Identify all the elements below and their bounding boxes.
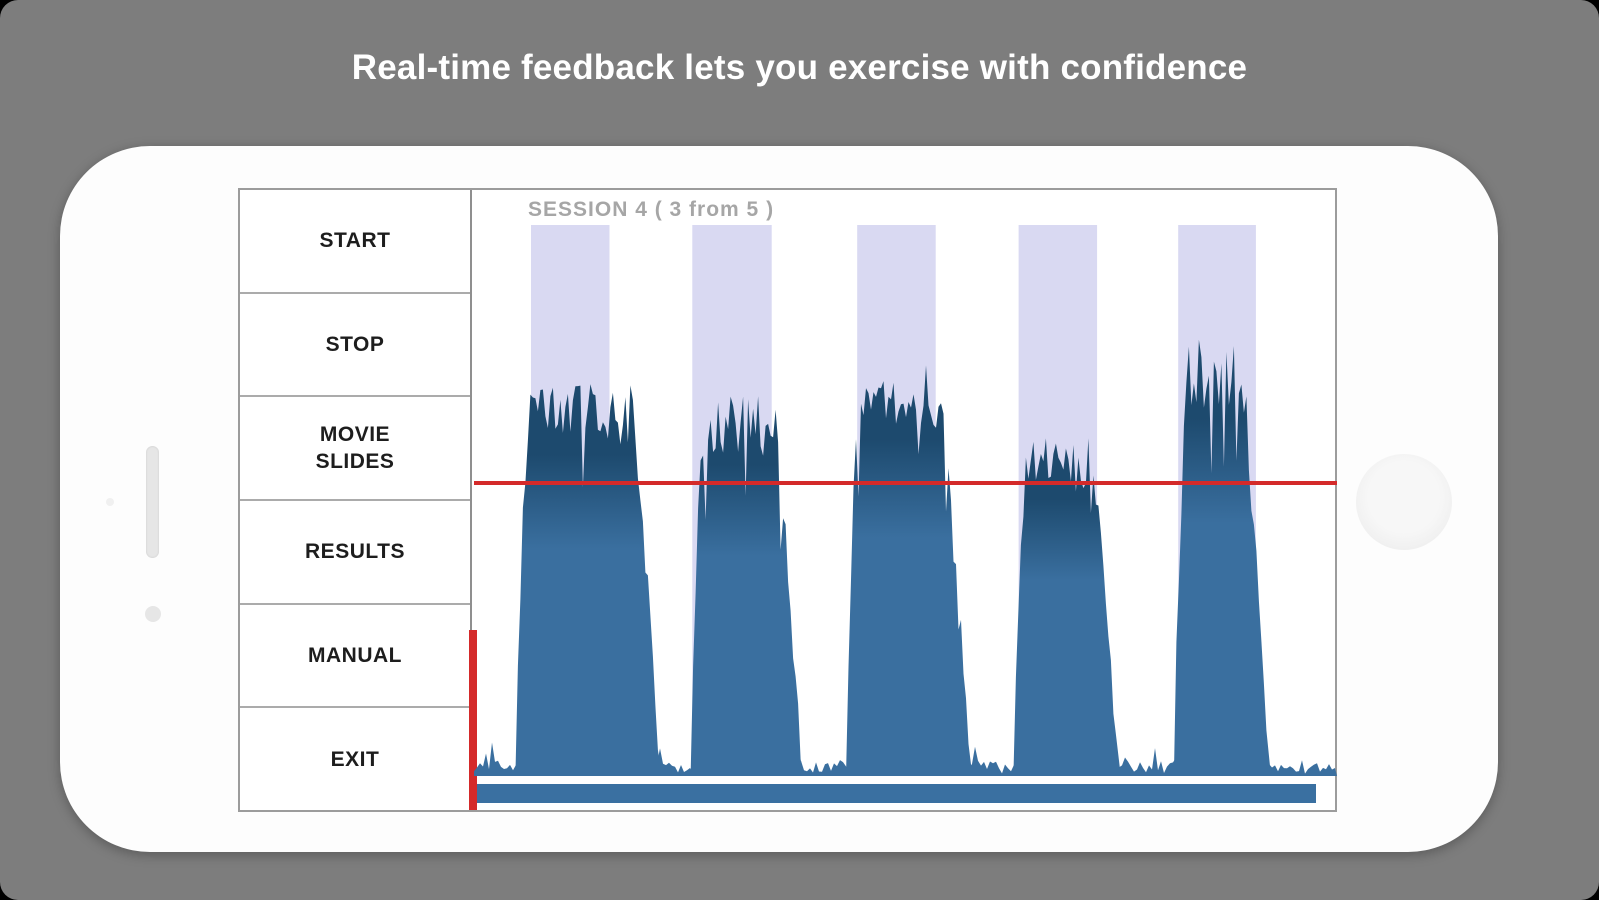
sidebar-item-manual[interactable]: MANUAL	[240, 605, 470, 709]
progress-bar	[477, 784, 1316, 803]
emg-chart: SESSION 4 ( 3 from 5 )	[474, 190, 1337, 810]
sidebar-item-results[interactable]: RESULTS	[240, 501, 470, 605]
sensor-dot	[106, 498, 114, 506]
sidebar-item-label: MANUAL	[308, 643, 402, 667]
emg-burst	[843, 365, 973, 776]
sidebar-item-label: RESULTS	[305, 540, 405, 564]
sidebar-item-label: EXIT	[330, 747, 380, 771]
caption-text: Real-time feedback lets you exercise wit…	[351, 48, 1248, 87]
emg-burst	[512, 384, 662, 776]
sidebar-item-label: STOP	[325, 332, 385, 356]
home-button	[1356, 454, 1452, 550]
emg-burst	[1170, 339, 1271, 776]
recording-marker	[469, 630, 477, 810]
speaker-slot	[146, 446, 159, 558]
emg-burst	[687, 396, 805, 776]
sidebar-item-label: MOVIE SLIDES	[315, 422, 395, 474]
camera-dot	[145, 606, 161, 622]
sidebar-item-label: START	[319, 229, 391, 253]
noise-floor	[474, 742, 1337, 776]
session-title: SESSION 4 ( 3 from 5 )	[528, 198, 775, 221]
sidebar-item-start[interactable]: START	[240, 190, 470, 294]
emg-burst	[1010, 438, 1121, 776]
emg-chart-canvas	[474, 225, 1337, 803]
app-screen: START STOP MOVIE SLIDES RESULTS MANUAL E…	[238, 188, 1337, 812]
phone-mockup: START STOP MOVIE SLIDES RESULTS MANUAL E…	[60, 146, 1498, 852]
sidebar-item-stop[interactable]: STOP	[240, 294, 470, 398]
sidebar-item-movie-slides[interactable]: MOVIE SLIDES	[240, 397, 470, 502]
sidebar-menu: START STOP MOVIE SLIDES RESULTS MANUAL E…	[240, 190, 472, 810]
sidebar-item-exit[interactable]: EXIT	[240, 708, 470, 810]
